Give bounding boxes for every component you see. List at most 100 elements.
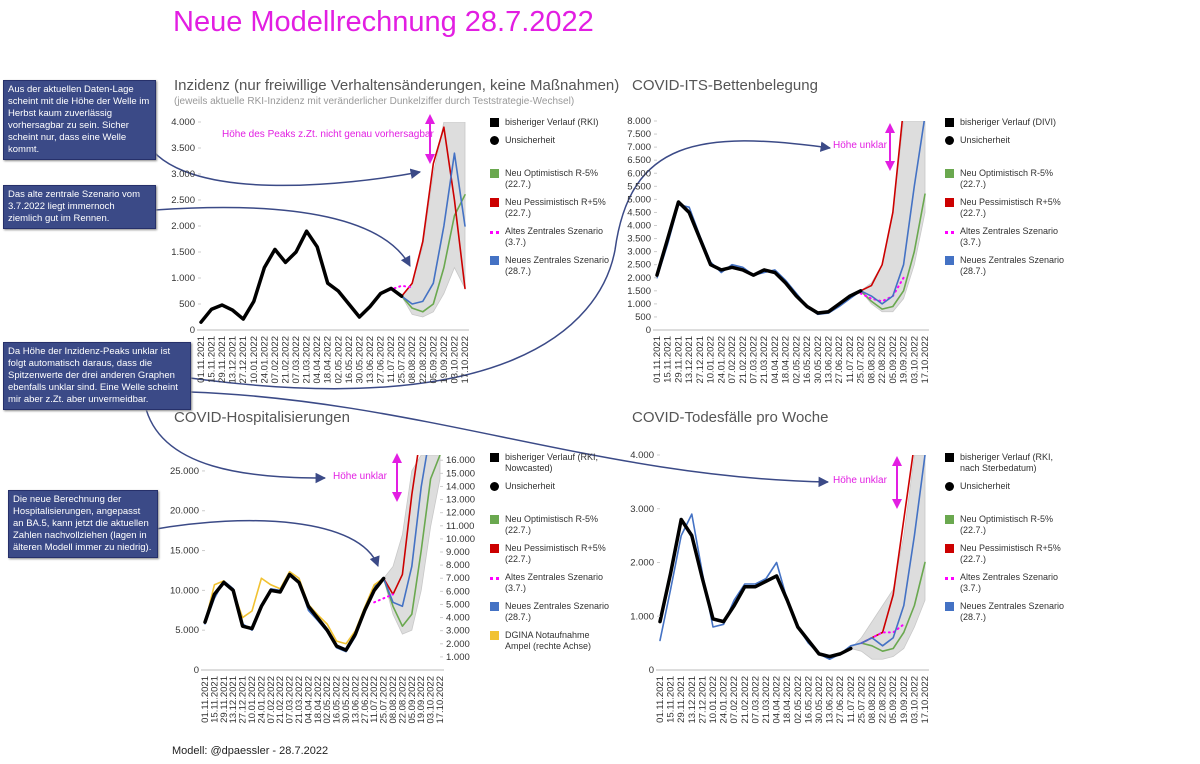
x-tick-label: 19.09.2022: [439, 336, 450, 384]
x-tick-label: 04.04.2022: [312, 336, 323, 384]
y-tick-label: 2.500: [171, 195, 195, 206]
y-tick-label: 1.500: [627, 286, 651, 297]
legend-entry: Altes Zentrales Szenario (3.7.): [945, 572, 1070, 594]
x-tick-label: 18.04.2022: [313, 676, 324, 724]
x-tick-label: 29.11.2021: [676, 676, 687, 723]
legend-marker: [490, 169, 499, 178]
legend-marker: [945, 118, 954, 127]
y-tick-label: 10.000: [170, 585, 199, 596]
legend-entry: Neu Optimistisch R-5% (22.7.): [490, 514, 615, 536]
legend-entry: Neues Zentrales Szenario (28.7.): [490, 255, 615, 277]
y2-tick-label: 5.000: [446, 599, 470, 610]
legend-marker: [945, 482, 954, 491]
y-tick-label: 3.000: [630, 504, 654, 515]
x-tick-label: 04.04.2022: [770, 336, 781, 384]
legend-entry: bisheriger Verlauf (RKI, nach Sterbedatu…: [945, 452, 1070, 474]
x-tick-label: 27.06.2022: [834, 336, 845, 384]
x-tick-label: 10.01.2022: [249, 336, 260, 384]
x-tick-label: 13.12.2021: [684, 336, 695, 384]
chart-title: Inzidenz (nur freiwillige Verhaltensände…: [174, 77, 619, 94]
arrow: [149, 519, 380, 567]
y-tick-label: 4.500: [627, 207, 651, 218]
arrow: [144, 404, 327, 484]
legend-entry: Unsicherheit: [945, 481, 1070, 492]
x-tick-label: 27.06.2022: [360, 676, 371, 724]
x-tick-label: 04.04.2022: [303, 676, 314, 724]
uncertainty-band: [383, 455, 441, 635]
legend-marker: [490, 231, 499, 234]
y-tick-label: 5.500: [627, 181, 651, 192]
legend-label: Neu Optimistisch R-5% (22.7.): [505, 514, 599, 535]
plot: [203, 455, 441, 653]
legend-marker: [490, 515, 499, 524]
x-tick-label: 07.03.2022: [285, 676, 296, 724]
series-line: [859, 193, 926, 310]
legend-label: Neu Optimistisch R-5% (22.7.): [960, 514, 1054, 535]
x-tick-label: 27.12.2021: [697, 676, 708, 724]
x-tick-label: 15.11.2021: [663, 336, 674, 383]
x-tick-label: 01.11.2021: [652, 336, 663, 383]
annotation: Höhe unklar: [833, 475, 888, 486]
x-tick-label: 13.06.2022: [350, 676, 361, 724]
y-tick-label: 3.000: [627, 247, 651, 258]
x-tick-label: 24.01.2022: [259, 336, 270, 384]
x-tick-label: 16.05.2022: [344, 336, 355, 384]
chart-title: COVID-Todesfälle pro Woche: [632, 409, 828, 426]
x-tick-label: 11.07.2022: [369, 676, 380, 723]
x-tick-label: 21.02.2022: [275, 676, 286, 724]
legend-marker: [945, 544, 954, 553]
y-tick-label: 20.000: [170, 506, 199, 517]
y2-tick-label: 10.000: [446, 534, 475, 545]
legend-label: Unsicherheit: [960, 135, 1011, 145]
y2-tick-label: 6.000: [446, 586, 470, 597]
y2-tick-label: 4.000: [446, 613, 470, 624]
y2-tick-label: 3.000: [446, 626, 470, 637]
series-line: [400, 152, 466, 305]
x-tick-label: 07.03.2022: [291, 336, 302, 384]
x-tick-label: 08.08.2022: [407, 336, 418, 384]
y-tick-label: 1.500: [171, 247, 195, 258]
x-tick-label: 30.05.2022: [341, 676, 352, 724]
x-tick-label: 18.04.2022: [782, 676, 793, 724]
legend-label: Altes Zentrales Szenario (3.7.): [505, 226, 604, 247]
y-tick-label: 4.000: [630, 450, 654, 461]
legend-entry: Neu Optimistisch R-5% (22.7.): [945, 168, 1070, 190]
y-tick-label: 7.500: [627, 129, 651, 140]
x-tick-label: 25.07.2022: [856, 336, 867, 384]
chart-title: COVID-Hospitalisierungen: [174, 409, 350, 426]
x-tick-label: 11.07.2022: [846, 676, 857, 723]
note: Aus der aktuellen Daten-Lage scheint mit…: [3, 80, 156, 160]
legend-marker: [490, 453, 499, 462]
x-tick-label: 22.08.2022: [878, 676, 889, 724]
x-tick-label: 30.05.2022: [814, 676, 825, 724]
legend-entry: Altes Zentrales Szenario (3.7.): [945, 226, 1070, 248]
legend-marker: [945, 198, 954, 207]
legend-entry: Neu Optimistisch R-5% (22.7.): [490, 168, 615, 190]
y-tick-label: 5.000: [627, 194, 651, 205]
legend-entry: Neu Optimistisch R-5% (22.7.): [945, 514, 1070, 536]
x-tick-label: 02.05.2022: [793, 676, 804, 724]
series-line: [658, 517, 853, 659]
legend-entry: Neu Pessimistisch R+5% (22.7.): [490, 197, 615, 219]
legend-entry: Neu Pessimistisch R+5% (22.7.): [945, 197, 1070, 219]
legend-label: Unsicherheit: [960, 481, 1011, 491]
x-tick-label: 18.04.2022: [781, 336, 792, 384]
y2-tick-label: 7.000: [446, 573, 470, 584]
y2-tick-label: 9.000: [446, 547, 470, 558]
x-tick-label: 30.05.2022: [354, 336, 365, 384]
x-tick-label: 03.10.2022: [449, 336, 460, 384]
y2-tick-label: 11.000: [446, 521, 474, 532]
y-tick-label: 25.000: [170, 466, 199, 477]
x-tick-label: 13.06.2022: [825, 676, 836, 724]
legend-entry: Neu Pessimistisch R+5% (22.7.): [490, 543, 615, 565]
x-tick-label: 02.05.2022: [791, 336, 802, 384]
legend-label: Neues Zentrales Szenario (28.7.): [960, 601, 1065, 622]
legend-label: bisheriger Verlauf (RKI, Nowcasted): [505, 452, 599, 473]
y-tick-label: 0: [649, 665, 654, 676]
x-tick-label: 07.02.2022: [270, 336, 281, 384]
x-tick-label: 11.07.2022: [386, 336, 397, 383]
x-tick-label: 27.12.2021: [238, 336, 249, 384]
legend-label: Unsicherheit: [505, 135, 556, 145]
x-tick-label: 02.05.2022: [322, 676, 333, 724]
